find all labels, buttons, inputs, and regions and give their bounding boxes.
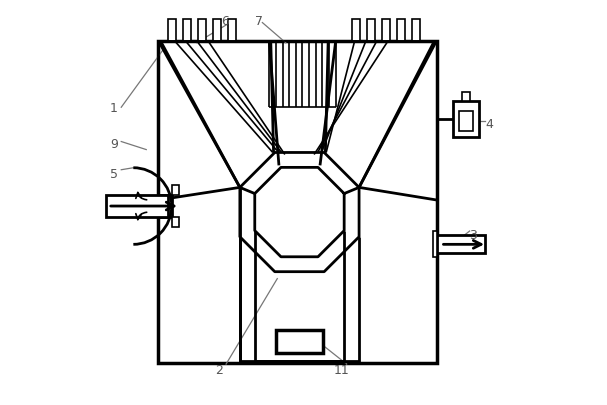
Bar bbox=[352, 19, 360, 42]
Text: 5: 5 bbox=[110, 168, 118, 181]
Bar bbox=[198, 19, 206, 42]
Text: 1: 1 bbox=[110, 102, 118, 115]
Text: 4: 4 bbox=[485, 117, 493, 130]
Bar bbox=[433, 232, 438, 258]
Bar bbox=[172, 185, 179, 195]
Text: 7: 7 bbox=[255, 15, 263, 28]
Bar bbox=[106, 195, 168, 218]
Bar bbox=[412, 19, 419, 42]
Bar bbox=[172, 218, 179, 228]
Bar bbox=[158, 195, 172, 218]
Text: 3: 3 bbox=[469, 228, 476, 241]
Bar bbox=[228, 19, 236, 42]
Bar bbox=[276, 330, 323, 353]
Bar bbox=[397, 19, 405, 42]
Bar bbox=[213, 19, 221, 42]
Text: 9: 9 bbox=[110, 138, 118, 151]
Bar bbox=[436, 236, 485, 254]
Bar bbox=[183, 19, 191, 42]
Text: 6: 6 bbox=[221, 15, 229, 28]
Bar bbox=[453, 102, 479, 138]
Bar bbox=[382, 19, 390, 42]
Bar bbox=[367, 19, 375, 42]
Bar bbox=[168, 19, 177, 42]
Bar bbox=[158, 42, 436, 363]
Bar bbox=[459, 112, 473, 132]
Bar bbox=[462, 93, 470, 102]
Text: 11: 11 bbox=[334, 363, 350, 376]
Text: 2: 2 bbox=[215, 363, 223, 376]
